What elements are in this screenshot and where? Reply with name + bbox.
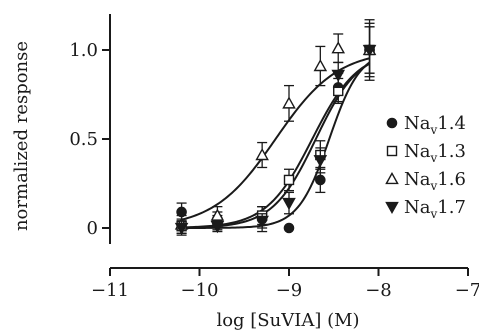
data-point (255, 215, 269, 228)
y-tick-label: 1.0 (69, 40, 98, 61)
legend: Nav1.4 Nav1.3 Nav1.6 Nav1.7 (385, 113, 466, 221)
legend-marker (386, 145, 398, 157)
x-axis-title: log [SuVIA] (M) (216, 310, 359, 331)
legend-entry: Nav1.4 (386, 113, 466, 137)
legend-entry: Nav1.6 (385, 169, 466, 193)
data-point (283, 174, 295, 186)
legend-label: Nav1.6 (404, 169, 466, 193)
data-point (283, 222, 295, 234)
data-point (362, 44, 377, 58)
x-tick-label: −9 (276, 280, 303, 301)
data-point (174, 222, 189, 236)
y-tick-label: 0.5 (69, 129, 98, 150)
legend-entry: Nav1.3 (386, 141, 466, 165)
data-points (174, 19, 377, 236)
data-point (255, 147, 269, 161)
fit-curve-1-6 (181, 57, 370, 221)
series-1-7 (174, 22, 377, 236)
y-axis-title: normalized response (11, 41, 32, 231)
series-1-6 (174, 19, 377, 234)
y-tick-label: 0 (87, 218, 98, 239)
data-point (315, 174, 326, 186)
x-tick-label: −7 (455, 280, 479, 301)
axes: 0 0.5 1.0 −11 −10 −9 −8 −7 (69, 14, 479, 301)
data-point (331, 41, 346, 54)
data-point (210, 208, 225, 221)
legend-marker (386, 117, 398, 129)
x-tick-label: −8 (365, 280, 392, 301)
data-point (331, 69, 346, 82)
x-tick-label: −11 (91, 280, 129, 301)
legend-marker (385, 201, 399, 215)
data-point (313, 58, 328, 72)
legend-label: Nav1.7 (404, 197, 466, 221)
legend-label: Nav1.3 (404, 141, 466, 165)
data-point (313, 155, 328, 168)
x-tick-label: −10 (181, 280, 219, 301)
series-1-4 (176, 26, 375, 234)
series-1-3 (176, 26, 375, 234)
legend-entry: Nav1.7 (385, 197, 466, 221)
data-point (282, 96, 296, 109)
legend-label: Nav1.4 (404, 113, 466, 137)
legend-marker (385, 171, 399, 185)
fit-curve-1-4 (181, 61, 371, 229)
data-point (210, 221, 225, 234)
data-point (282, 197, 296, 211)
